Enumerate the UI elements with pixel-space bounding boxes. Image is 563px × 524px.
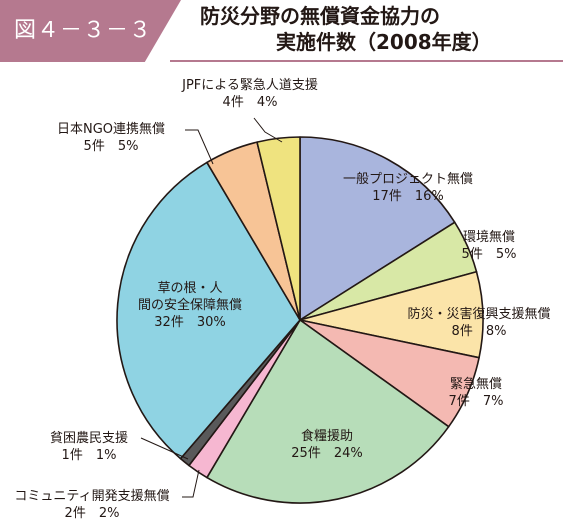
chart-title-line-1: 防災分野の無償資金協力の bbox=[200, 4, 440, 28]
slice-label-2: 環境無償 5件 5% bbox=[462, 230, 517, 262]
slice-label-10: JPFによる緊急人道支援 4件 4% bbox=[181, 78, 318, 110]
slice-label-9: 日本NGO連携無償 5件 5% bbox=[57, 121, 165, 154]
slice-labels: 一般プロジェクト無償 17件 16% 環境無償 5件 5% 防災・災害復興支援無償 8件 … bbox=[14, 78, 550, 521]
slice-name: 緊急無償 bbox=[450, 377, 502, 392]
slice-name: 食糧援助 bbox=[301, 428, 353, 444]
slice-name: 防災・災害復興支援無償 bbox=[407, 306, 550, 322]
slice-label-6: コミュニティ開発支援無償 2件 2% bbox=[14, 489, 169, 521]
chart-title-line-2: 実施件数（2008年度） bbox=[276, 30, 492, 54]
figure-number-tab: 図４－３－３ bbox=[0, 0, 181, 62]
leader-line-10 bbox=[253, 117, 283, 143]
slice-label-8: 草の根・人間の安全保障無償 32件 30% bbox=[138, 281, 242, 330]
slice-values: 17件 16% bbox=[372, 189, 443, 204]
leader-line-9 bbox=[185, 129, 214, 165]
slice-label-4: 緊急無償 7件 7% bbox=[449, 377, 504, 409]
slice-name: 日本NGO連携無償 bbox=[57, 121, 165, 137]
slice-label-3: 防災・災害復興支援無償 8件 8% bbox=[407, 306, 550, 339]
slice-name: JPFによる緊急人道支援 bbox=[181, 78, 318, 93]
pie-slice-5 bbox=[206, 319, 450, 504]
pie-slice-1 bbox=[299, 136, 456, 321]
slice-values: 8件 8% bbox=[452, 324, 507, 339]
pie-slice-8 bbox=[116, 161, 301, 460]
label-leader-lines bbox=[140, 117, 283, 498]
slice-label-1: 一般プロジェクト無償 17件 16% bbox=[343, 171, 473, 204]
slice-name: コミュニティ開発支援無償 bbox=[14, 489, 169, 504]
slice-values: 7件 7% bbox=[449, 394, 504, 409]
chart-title: 防災分野の無償資金協力の 実施件数（2008年度） bbox=[200, 3, 492, 55]
slice-name: 草の根・人 bbox=[157, 281, 222, 296]
slice-values: 2件 2% bbox=[65, 506, 120, 521]
leader-line-7 bbox=[140, 437, 189, 460]
pie-slice-10 bbox=[256, 136, 301, 321]
header-divider bbox=[170, 60, 563, 62]
leader-line-6 bbox=[182, 469, 200, 498]
slice-values: 4件 4% bbox=[223, 95, 278, 110]
slice-label-7: 貧困農民支援 1件 1% bbox=[50, 431, 128, 463]
slice-label-5: 食糧援助 25件 24% bbox=[291, 428, 362, 461]
slice-values: 32件 30% bbox=[154, 315, 225, 330]
slice-values: 1件 1% bbox=[62, 448, 117, 463]
slice-name: 間の安全保障無償 bbox=[138, 297, 242, 313]
slice-values: 5件 5% bbox=[462, 247, 517, 262]
slice-values: 25件 24% bbox=[291, 446, 362, 461]
slice-name: 一般プロジェクト無償 bbox=[343, 171, 473, 187]
figure-number-label: 図４－３－３ bbox=[14, 18, 153, 43]
figure-header: 図４－３－３ 防災分野の無償資金協力の 実施件数（2008年度） bbox=[0, 0, 563, 62]
slice-name: 貧困農民支援 bbox=[50, 431, 128, 446]
slice-name: 環境無償 bbox=[463, 230, 515, 245]
slice-values: 5件 5% bbox=[84, 139, 139, 154]
pie-slices bbox=[116, 136, 484, 504]
